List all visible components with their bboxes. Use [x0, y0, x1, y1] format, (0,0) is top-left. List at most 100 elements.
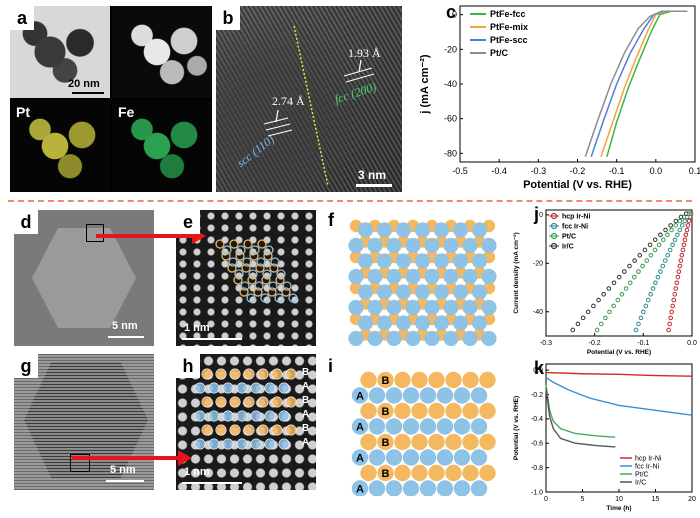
blue-atom — [395, 315, 412, 331]
panel-label-c: c — [446, 2, 457, 22]
data-point-Pt/C — [594, 327, 600, 333]
orange-atom — [377, 464, 394, 482]
x-tick-label: 10 — [615, 496, 623, 503]
data-point-fcc Ir-Ni — [658, 269, 663, 274]
hcp-stacking-model: B A B A B A B A — [351, 371, 496, 496]
blue-atom — [436, 480, 454, 496]
orange-atom-marker — [221, 251, 231, 261]
orange-atom-marker — [201, 396, 213, 408]
orange-atom-marker — [201, 368, 213, 380]
blue-atom-marker — [236, 410, 248, 422]
legend-label: Pt/C — [562, 234, 576, 241]
data-point-fcc Ir-Ni — [653, 280, 658, 286]
data-point-hcp Ir-Ni — [670, 303, 676, 309]
blue-atom-marker — [250, 410, 262, 422]
scale-label: 1 nm — [184, 466, 210, 478]
data-point-fcc Ir-Ni — [675, 232, 680, 238]
orange-atom-marker — [215, 239, 225, 249]
data-point-fcc Ir-Ni — [641, 309, 646, 315]
blue-atom — [453, 387, 471, 404]
data-point-Ir/C — [580, 315, 586, 321]
blue-atom-marker — [276, 269, 286, 279]
scale-bar — [182, 338, 242, 340]
fringe-line — [267, 129, 293, 137]
data-point-Ir/C — [668, 223, 673, 228]
x-tick-label: 0.0 — [650, 166, 663, 176]
data-point-Ir/C — [575, 321, 581, 327]
blue-atom — [414, 284, 431, 300]
stacking-label-B: B — [382, 468, 390, 480]
data-point-fcc Ir-Ni — [648, 291, 653, 297]
blue-atom — [386, 299, 402, 316]
data-point-Ir/C — [606, 286, 612, 291]
blue-atom — [348, 330, 364, 346]
blue-atom-marker — [208, 382, 220, 394]
fe-map: Fe — [112, 100, 212, 192]
data-point-Ir/C — [678, 214, 684, 220]
panel-i: i B A B A B A B A — [328, 356, 508, 496]
data-point-Ir/C — [632, 258, 637, 263]
fcc-lattice-model — [348, 219, 497, 346]
blue-atom-marker — [270, 257, 280, 267]
data-point-Pt/C — [640, 263, 645, 269]
blue-atom — [405, 299, 421, 316]
legend-label: fcc Ir-Ni — [562, 224, 588, 231]
orange-atom-marker — [243, 368, 255, 380]
data-point-fcc Ir-Ni — [645, 297, 651, 303]
blue-atom-marker — [278, 438, 290, 450]
blue-atom — [385, 418, 403, 435]
blue-atom — [419, 449, 437, 466]
y-tick-label: 0.0 — [533, 367, 543, 374]
blue-atom-marker — [264, 245, 274, 255]
y-tick-label: -40 — [533, 309, 543, 316]
data-point-Pt/C — [673, 223, 678, 228]
blue-atom-marker — [282, 281, 292, 291]
blue-atom — [424, 268, 440, 285]
x-tick-label: -0.2 — [589, 340, 601, 347]
orange-atom — [360, 464, 377, 482]
blue-atom — [433, 222, 450, 238]
panel-g: 5 nm g — [14, 354, 154, 490]
data-point-hcp Ir-Ni — [667, 321, 672, 327]
x-axis-label: Time (h) — [606, 505, 631, 512]
x-tick-label: 0.0 — [687, 340, 697, 347]
y-tick-label: -60 — [444, 114, 457, 124]
data-point-fcc Ir-Ni — [660, 263, 666, 269]
data-point-Pt/C — [669, 227, 674, 233]
data-point-Pt/C — [607, 309, 612, 315]
orange-atom — [445, 402, 462, 420]
d-spacing-2: 2.74 Å — [272, 94, 305, 108]
orange-atom-marker — [215, 424, 227, 436]
lattice-annotations — [263, 25, 375, 187]
panel-label-i: i — [328, 356, 334, 376]
data-point-Ir/C — [601, 291, 606, 297]
orange-atom — [445, 464, 462, 482]
legend-label: Ir/C — [635, 480, 646, 487]
legend-label: PtFe-fcc — [490, 9, 526, 19]
orange-atom-marker — [271, 368, 283, 380]
scale-bar — [72, 92, 104, 94]
blue-atom-marker — [264, 410, 276, 422]
blue-atom — [453, 418, 471, 435]
orange-atom-marker — [229, 396, 241, 408]
data-point-hcp Ir-Ni — [685, 223, 691, 228]
data-point-fcc Ir-Ni — [665, 252, 670, 258]
orange-atom-marker — [257, 368, 269, 380]
panel-label-j: j — [534, 204, 540, 224]
y-tick-label: -1.0 — [531, 489, 543, 496]
data-point-Ir/C — [642, 247, 648, 253]
legend-label: hcp Ir-Ni — [635, 456, 662, 463]
orange-atom-marker — [249, 251, 259, 261]
series-line-PtFe-scc — [590, 10, 688, 158]
grain-boundary — [293, 25, 329, 187]
zoom-arrow-2 — [72, 450, 192, 466]
series-line-Pt/C — [584, 10, 688, 158]
stacking-label-A: A — [356, 484, 364, 496]
data-point-fcc Ir-Ni — [672, 237, 678, 243]
scale-bar — [106, 480, 144, 482]
data-point-hcp Ir-Ni — [672, 291, 678, 297]
y-tick-label: -40 — [444, 79, 457, 89]
stacking-label-B: B — [382, 375, 390, 387]
blue-atom — [368, 387, 386, 404]
blue-atom — [402, 449, 420, 466]
